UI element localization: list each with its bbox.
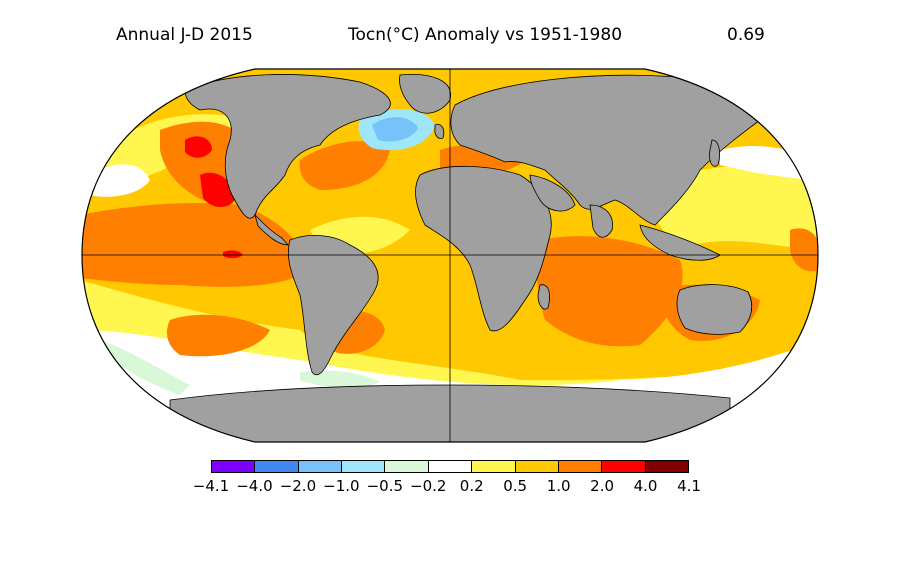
anomaly-zone-green	[100, 340, 190, 395]
map-outline	[81, 68, 819, 443]
land-uk	[434, 123, 445, 139]
legend-swatch	[212, 461, 256, 472]
land-india	[589, 204, 613, 238]
anomaly-zone-orange-south-pacific	[167, 314, 270, 357]
title-period: Annual J-D 2015	[116, 25, 253, 45]
anomaly-zone-orange-north-atlantic	[299, 141, 390, 190]
land-south-america	[287, 235, 379, 376]
legend-tick-label: −0.2	[410, 477, 447, 495]
anomaly-zone-white-northpac	[90, 164, 150, 197]
legend-tick-label: 4.1	[677, 477, 701, 495]
legend-swatch	[385, 461, 429, 472]
legend-tick-label: −2.0	[279, 477, 317, 495]
legend-tick-label: −4.0	[236, 477, 273, 495]
legend-swatch	[255, 461, 299, 472]
legend-swatch	[342, 461, 386, 472]
legend-tick-label: −1.0	[323, 477, 360, 495]
title-variable: Tocn(°C) Anomaly vs 1951-1980	[348, 25, 623, 45]
color-legend-bar	[211, 460, 689, 473]
legend-tick-label: 0.2	[459, 477, 484, 495]
anomaly-zone-red-equator	[223, 250, 243, 259]
land-southeast-asia	[639, 224, 721, 261]
anomaly-zone-orange-indian	[536, 236, 683, 347]
land-greenland	[399, 74, 451, 114]
anomaly-zone-orange-pacific	[82, 203, 310, 287]
legend-tick-label: 1.0	[546, 477, 571, 495]
land-madagascar	[537, 284, 550, 310]
land-japan	[709, 139, 720, 167]
legend-swatch	[298, 461, 343, 472]
land-arabia	[529, 174, 576, 212]
legend-tick-label: −4.1	[192, 477, 230, 495]
title-global-mean: 0.69	[727, 25, 765, 45]
land-africa	[415, 165, 552, 332]
land-australia	[676, 284, 753, 335]
anomaly-zone-cold-blob-inner	[372, 117, 418, 142]
legend-swatch	[515, 461, 559, 472]
legend-swatch	[602, 461, 646, 472]
legend-tick-label: 0.5	[503, 477, 528, 495]
legend-swatch	[472, 461, 516, 472]
legend-tick-label: 4.0	[633, 477, 658, 495]
anomaly-zone-green-drake	[300, 370, 380, 390]
land-north-america	[184, 74, 391, 219]
anomaly-zone-orange-east-edge	[790, 228, 818, 272]
legend-tick-label: −0.5	[366, 477, 404, 495]
land-central-america	[254, 213, 289, 246]
legend-swatch	[645, 461, 688, 472]
world-anomaly-map	[81, 68, 819, 443]
anomaly-zone-red-gulf-alaska	[185, 136, 212, 158]
legend-swatch	[558, 461, 603, 472]
legend-tick-label: 2.0	[590, 477, 615, 495]
legend-swatch	[428, 461, 473, 472]
